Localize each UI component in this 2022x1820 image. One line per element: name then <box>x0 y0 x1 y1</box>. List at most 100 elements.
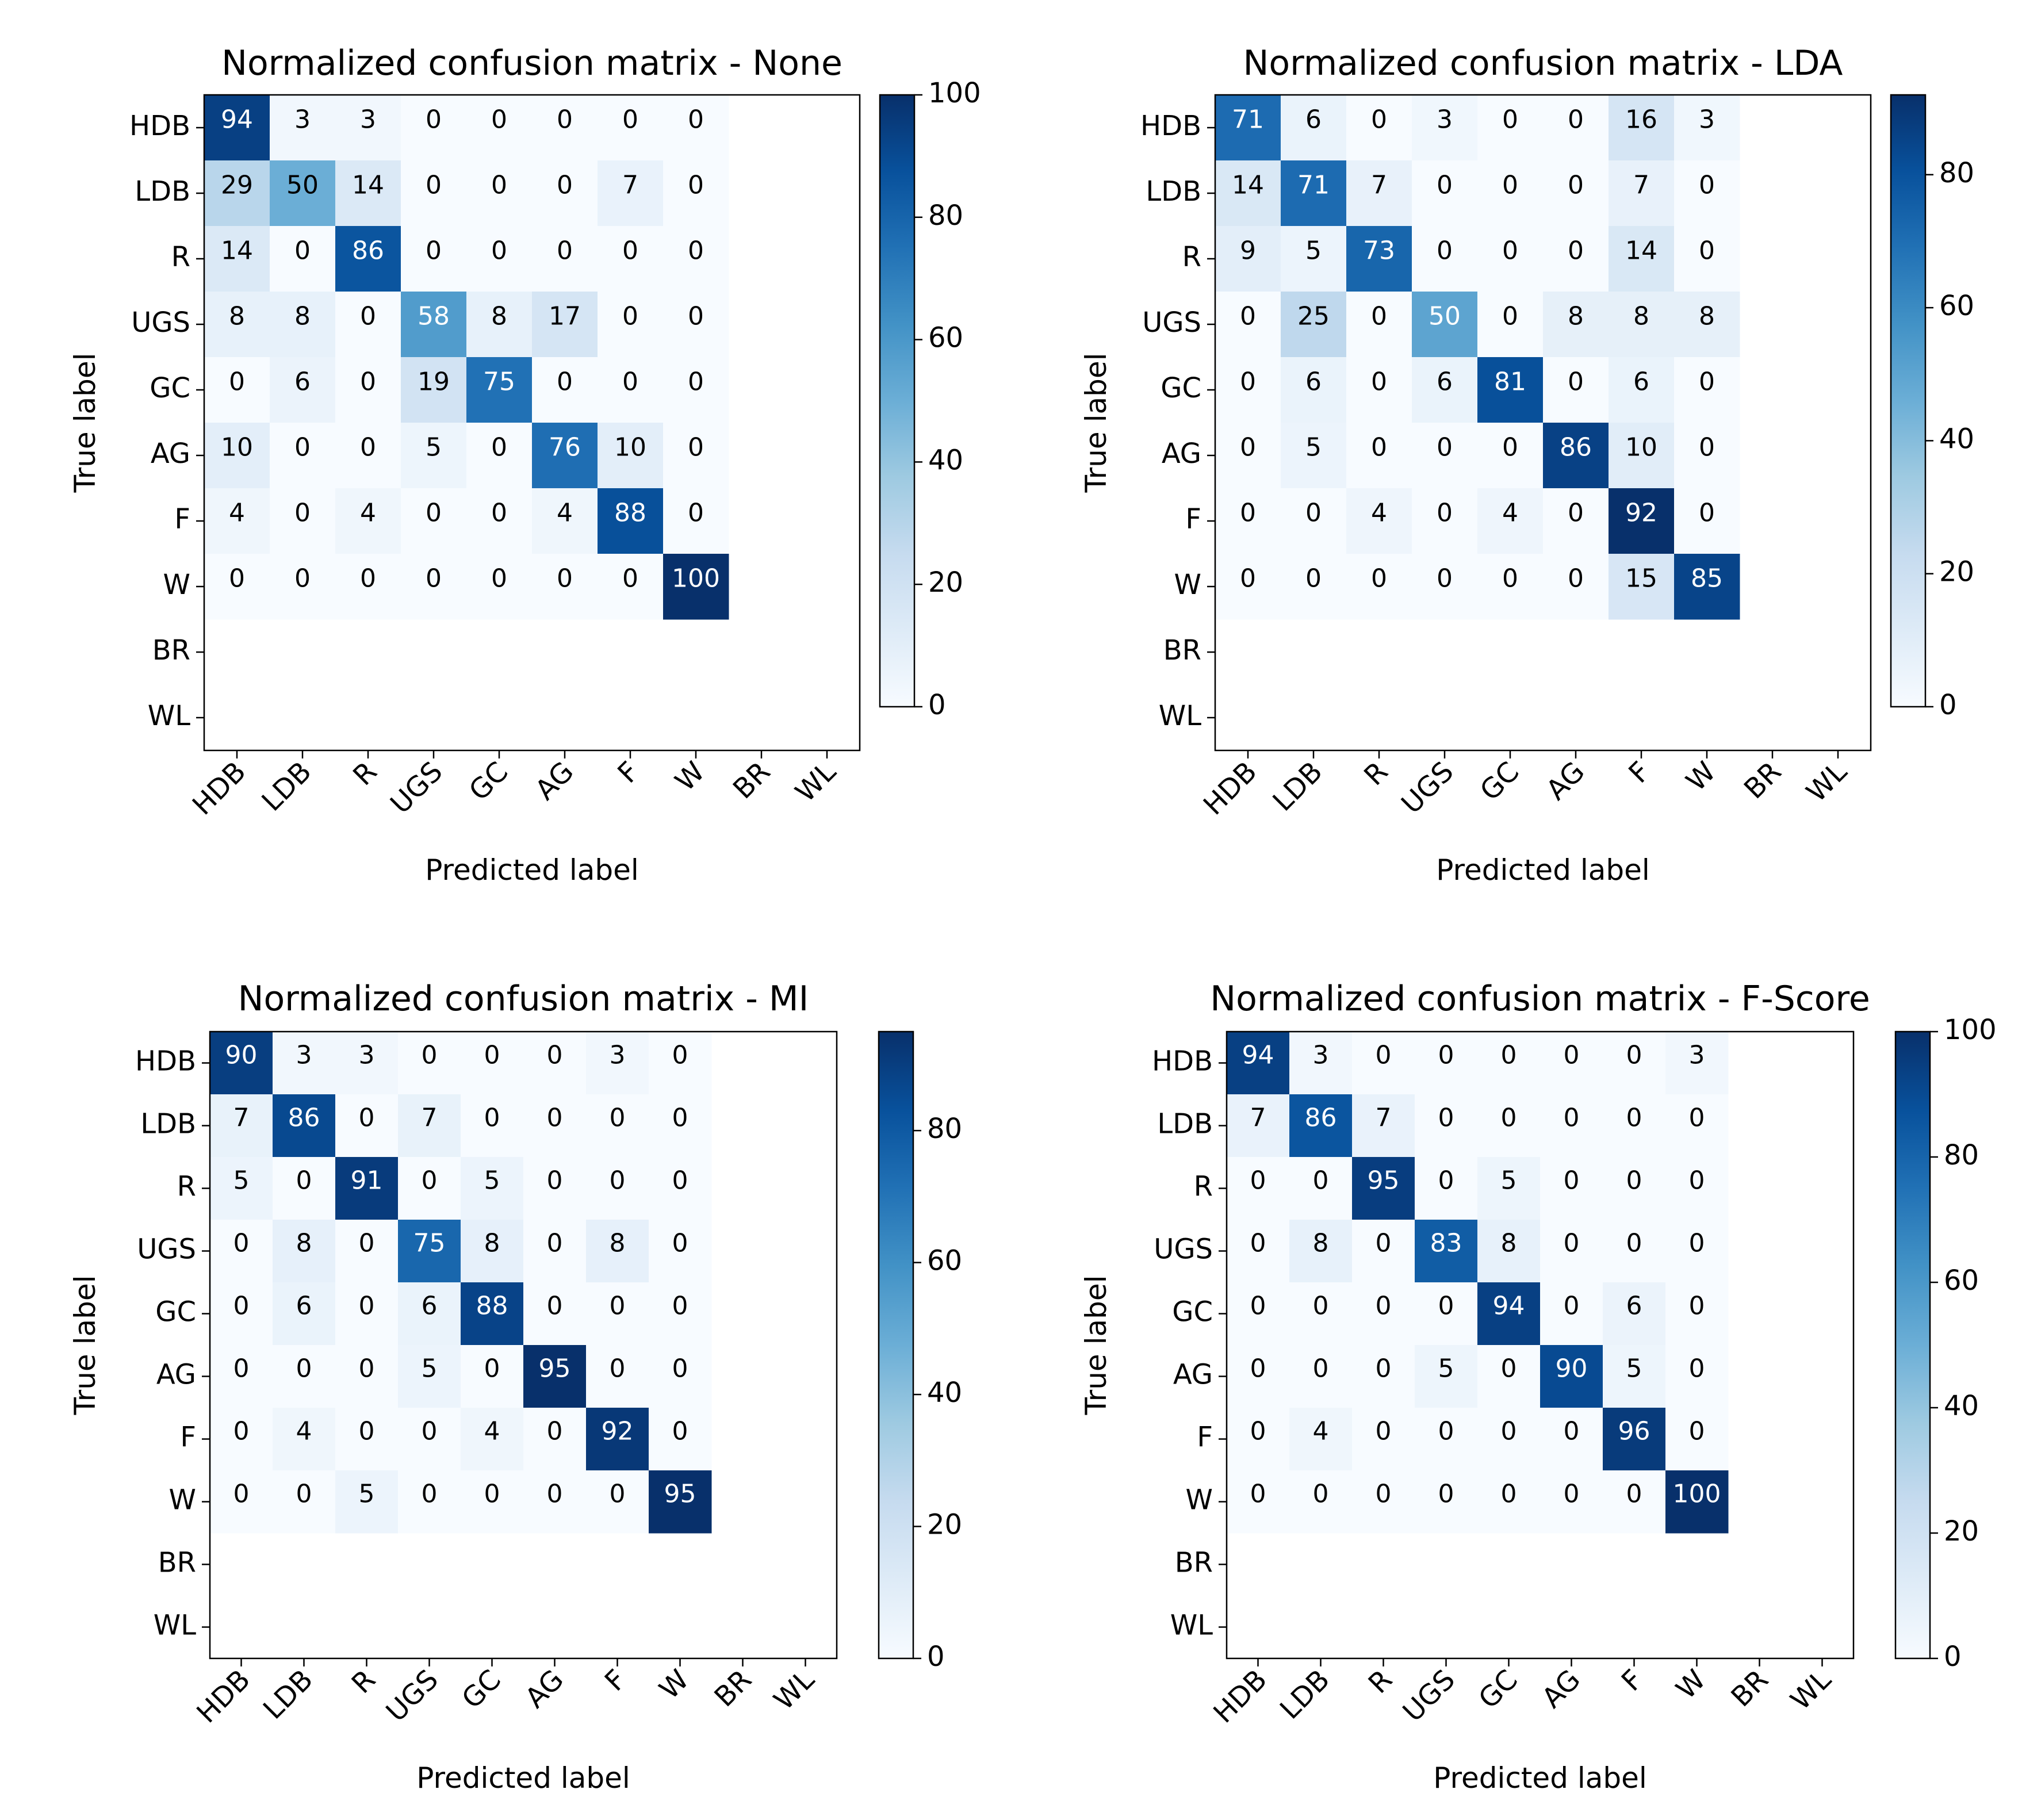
matrix-cell <box>273 1282 336 1346</box>
cell-value-label: 0 <box>1313 1480 1329 1509</box>
x-tick-label: W <box>653 1664 695 1706</box>
matrix-cell <box>586 1282 649 1346</box>
matrix-cells: 71 6 0 3 0 0 16 314 71 7 0 0 0 7 09 5 73 0 0 0 14 00 25 0 50 0 8 8 8… <box>1215 95 1740 620</box>
matrix-cell <box>523 1408 587 1471</box>
matrix-cell <box>1543 226 1609 292</box>
cell-value-label: 0 <box>1371 564 1387 593</box>
colorbar-tick-label: 20 <box>927 1509 962 1541</box>
matrix-cell <box>1289 1157 1353 1220</box>
axes-frame <box>209 1030 838 1660</box>
matrix-cell <box>586 1220 649 1283</box>
cell-value-label: 8 <box>296 1229 312 1258</box>
y-tick-label: BR <box>152 634 190 666</box>
cell-value-label: 0 <box>491 499 507 528</box>
cell-value-label: 0 <box>1564 1480 1580 1509</box>
matrix-cell <box>401 95 467 161</box>
matrix-cell <box>273 1220 336 1283</box>
cell-value-label: 0 <box>233 1480 250 1509</box>
y-tick-label: GC <box>1172 1296 1213 1328</box>
cell-value-label: 7 <box>1371 171 1387 200</box>
matrix-cell <box>335 1157 399 1220</box>
cell-value-label: 0 <box>1699 433 1715 462</box>
cell-value-label: 0 <box>233 1417 250 1446</box>
matrix-cell <box>1477 357 1544 423</box>
cell-value-label: 0 <box>1626 1166 1642 1196</box>
cell-value-label: 0 <box>1371 433 1387 462</box>
cell-value-label: 3 <box>610 1041 626 1070</box>
cell-value-label: 7 <box>422 1104 438 1133</box>
cell-value-label: 0 <box>1438 1041 1454 1070</box>
x-tick-label: UGS <box>380 1664 445 1728</box>
matrix-cell <box>1674 226 1740 292</box>
cell-value-label: 95 <box>1368 1166 1400 1196</box>
cell-value-label: 0 <box>484 1104 500 1133</box>
matrix-cell <box>1281 292 1347 358</box>
matrix-cell <box>1609 488 1675 554</box>
matrix-cell <box>523 1220 587 1283</box>
matrix-cell <box>398 1032 461 1095</box>
y-tick-label: UGS <box>1154 1233 1213 1266</box>
matrix-cell <box>1674 488 1740 554</box>
y-tick-label: W <box>163 569 190 601</box>
cell-value-label: 0 <box>1699 499 1715 528</box>
matrix-cell <box>270 554 336 620</box>
y-tick-label: WL <box>148 700 190 732</box>
cell-value-label: 8 <box>1313 1229 1329 1258</box>
matrix-cell <box>1603 1408 1666 1471</box>
confusion-matrix-svg: Normalized confusion matrix - MI 90 3 3 0 0 0 3… <box>68 979 962 1795</box>
matrix-cell <box>210 1282 273 1346</box>
matrix-cell <box>1227 1220 1290 1283</box>
matrix-cell <box>649 1157 712 1220</box>
matrix-cell <box>1415 1345 1478 1408</box>
y-tick-label: GC <box>1161 372 1201 404</box>
matrix-cell <box>663 292 729 358</box>
cell-value-label: 7 <box>1633 171 1649 200</box>
matrix-cell <box>1281 423 1347 489</box>
cell-value-label: 6 <box>422 1292 438 1321</box>
matrix-cell <box>1477 1408 1541 1471</box>
cell-value-label: 0 <box>547 1166 563 1196</box>
matrix-cell <box>1346 95 1412 161</box>
matrix-cell <box>1477 1220 1541 1283</box>
cell-value-label: 0 <box>1568 236 1584 266</box>
cell-value-label: 0 <box>672 1041 688 1070</box>
cell-value-label: 0 <box>296 1354 312 1384</box>
matrix-cell <box>210 1408 273 1471</box>
matrix-cell <box>1477 1094 1541 1158</box>
cell-value-label: 0 <box>1699 367 1715 397</box>
cell-value-label: 0 <box>1371 105 1387 135</box>
cell-value-label: 0 <box>688 433 704 462</box>
matrix-cell <box>1215 554 1281 620</box>
matrix-cell <box>270 95 336 161</box>
x-axis-label: Predicted label <box>1433 1761 1647 1795</box>
matrix-cell <box>335 292 401 358</box>
cell-value-label: 0 <box>1376 1480 1392 1509</box>
matrix-cell <box>598 226 664 292</box>
cell-value-label: 0 <box>1501 1041 1517 1070</box>
matrix-cell <box>335 423 401 489</box>
matrix-cell <box>649 1470 712 1534</box>
matrix-cell <box>1674 423 1740 489</box>
cell-value-label: 0 <box>1689 1292 1705 1321</box>
matrix-cell <box>1412 423 1478 489</box>
cell-value-label: 8 <box>1633 302 1649 331</box>
x-tick-label: BR <box>1725 1664 1775 1713</box>
y-tick-label: R <box>177 1171 196 1203</box>
cell-value-label: 5 <box>1626 1354 1642 1384</box>
cell-value-label: 0 <box>1689 1104 1705 1133</box>
x-tick-label: R <box>347 756 383 792</box>
cell-value-label: 0 <box>1568 564 1584 593</box>
cell-value-label: 100 <box>672 564 720 593</box>
cell-value-label: 0 <box>1502 433 1518 462</box>
cell-value-label: 0 <box>491 105 507 135</box>
matrix-cell <box>1540 1408 1603 1471</box>
cell-value-label: 8 <box>1568 302 1584 331</box>
y-axis-label: True label <box>1079 352 1113 493</box>
y-tick-label: F <box>1185 503 1201 535</box>
x-tick-label: HDB <box>190 1664 256 1730</box>
colorbar-tick-label: 0 <box>927 1641 945 1673</box>
matrix-cell <box>398 1408 461 1471</box>
axes-frame <box>1214 94 1872 752</box>
matrix-cell <box>273 1408 336 1471</box>
